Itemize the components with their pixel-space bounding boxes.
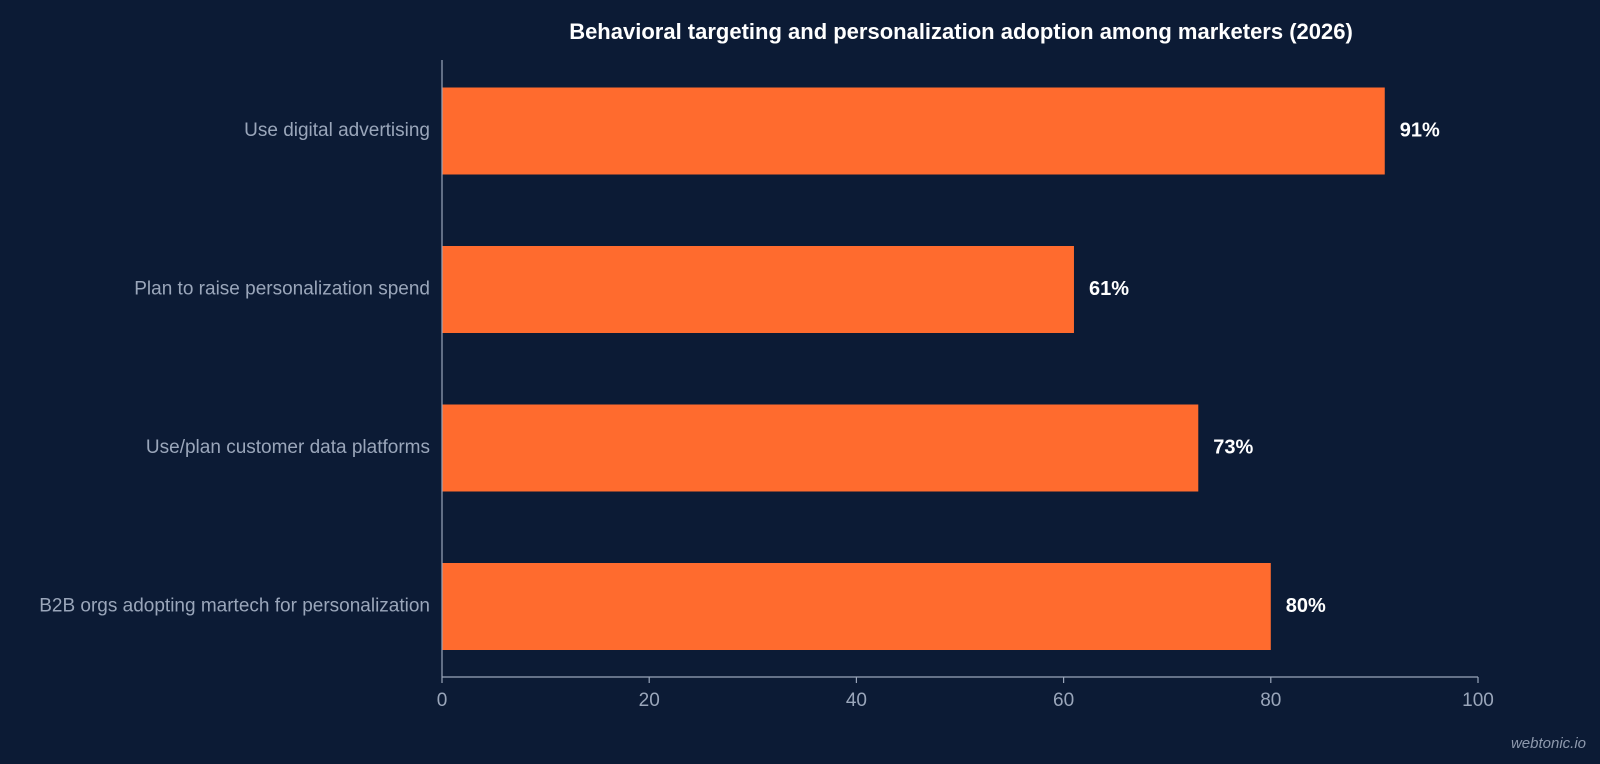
axes-layer: 0 20 40 60 80 100 (437, 60, 1494, 711)
x-tick-label: 60 (1053, 690, 1074, 711)
bar-value-label: 73% (1213, 436, 1253, 458)
bar-value-label: 91% (1400, 119, 1440, 141)
bar (442, 87, 1385, 175)
x-tick-label: 40 (846, 690, 867, 711)
bar-value-label: 61% (1089, 278, 1129, 300)
x-tick-label: 0 (437, 690, 448, 711)
category-label: Use digital advertising (244, 120, 430, 141)
x-tick-label: 80 (1260, 690, 1281, 711)
category-label: Use/plan customer data platforms (146, 437, 430, 458)
bars-layer: 91% Use digital advertising 61% Plan to rai… (39, 87, 1440, 650)
bar-value-label: 80% (1286, 595, 1326, 617)
category-label: B2B orgs adopting martech for personaliz… (39, 596, 430, 617)
category-label: Plan to raise personalization spend (134, 279, 430, 300)
bar (442, 563, 1271, 650)
chart-title: Behavioral targeting and personalization… (569, 19, 1353, 44)
x-tick-label: 20 (639, 690, 660, 711)
watermark: webtonic.io (1511, 735, 1586, 752)
bar (442, 404, 1199, 492)
bar (442, 246, 1074, 333)
x-tick-label: 100 (1462, 690, 1494, 711)
